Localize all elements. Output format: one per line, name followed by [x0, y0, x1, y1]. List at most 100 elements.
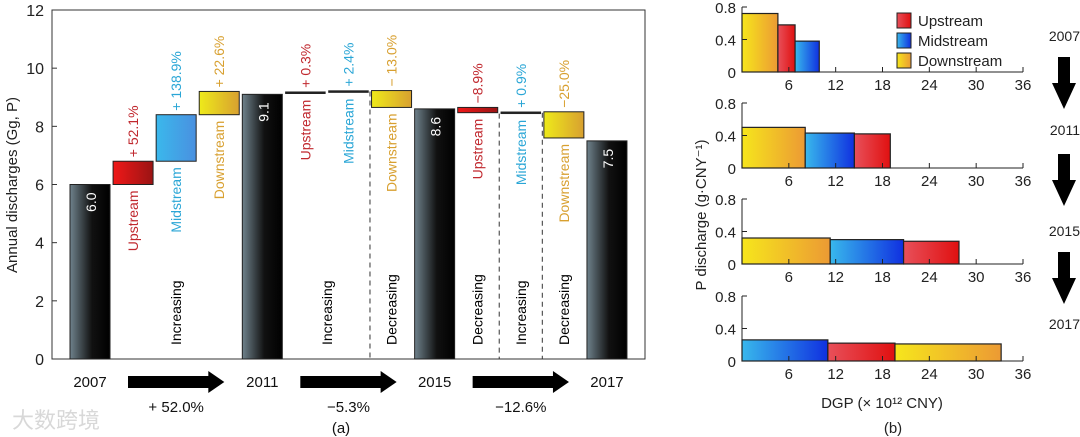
- year-label: 2007: [1049, 28, 1080, 44]
- y-tick-label: 0.8: [715, 192, 736, 209]
- change-bar-upstream: [457, 106, 499, 114]
- legend-swatch-midstream: [896, 32, 912, 49]
- x-tick-label: 6: [785, 77, 793, 94]
- panel-label-a: (a): [332, 420, 350, 437]
- legend-label: Upstream: [918, 13, 983, 30]
- panel-b: 0 0.4 0.8 6 12 18 24 30 36 2007 0 0.4 0.8 6 12 18 24 30 36…: [693, 0, 1080, 437]
- change-pct-label: + 0.9%: [513, 64, 529, 108]
- x-tick-label: 24: [921, 77, 938, 94]
- change-bar-midstream: [155, 114, 197, 162]
- x-tick-label: 36: [1015, 269, 1032, 286]
- total-value-label: 6.0: [83, 192, 99, 212]
- y-tick-label: 0.4: [715, 33, 736, 50]
- panel-a: 0 2 4 6 8 10 12 Annual discharges (Gg, P) 6.0 200…: [4, 3, 646, 437]
- watermark: 大数跨境: [12, 408, 100, 433]
- period-arrow: [472, 371, 569, 393]
- y-tick-label: 0.4: [715, 225, 736, 242]
- legend-label: Midstream: [918, 33, 988, 50]
- down-arrow-icon: [1052, 252, 1076, 304]
- total-value-label: 7.5: [600, 149, 616, 169]
- trend-label: Increasing: [319, 280, 335, 345]
- bar-upstream: [853, 133, 891, 169]
- year-label: 2017: [1049, 316, 1080, 332]
- y-tick-label: 0.4: [715, 129, 736, 146]
- bar-downstream: [741, 126, 806, 169]
- trend-label: Decreasing: [384, 274, 400, 345]
- region-label: Upstream: [125, 191, 141, 252]
- total-bar-2011: [241, 93, 283, 360]
- change-pct-label: + 22.6%: [211, 36, 227, 88]
- x-tick-label: 12: [827, 173, 844, 190]
- x-tick-label: 12: [827, 77, 844, 94]
- change-pct-label: + 2.4%: [340, 43, 356, 87]
- x-tick-label: 18: [874, 366, 891, 383]
- x-tick-label: 18: [874, 77, 891, 94]
- x-tick-label: 36: [1015, 77, 1032, 94]
- change-pct-label: −8.9%: [470, 63, 486, 103]
- subplot-2007: 0 0.4 0.8 6 12 18 24 30 36: [715, 0, 1031, 94]
- region-label: Upstream: [297, 100, 313, 161]
- trend-label: Increasing: [513, 280, 529, 345]
- x-tick-label: 12: [827, 269, 844, 286]
- period-change-pct: −12.6%: [495, 399, 546, 416]
- trend-label: Decreasing: [556, 274, 572, 345]
- bar-midstream: [829, 239, 905, 265]
- y-tick-label: 8: [35, 119, 44, 136]
- y-tick-label: 2: [35, 294, 44, 311]
- x-axis-label: DGP (× 10¹² CNY): [821, 395, 943, 412]
- subplot-2015: 0 0.4 0.8 6 12 18 24 30 36: [715, 192, 1031, 286]
- y-tick-label: 10: [26, 61, 44, 78]
- y-tick-label: 4: [35, 236, 44, 253]
- period-change-pct: −5.3%: [327, 399, 370, 416]
- change-bar-downstream: [543, 111, 585, 139]
- bar-midstream: [741, 339, 829, 362]
- legend-label: Downstream: [918, 53, 1002, 70]
- legend-swatch-downstream: [896, 52, 912, 69]
- y-axis-label: Annual discharges (Gg, P): [4, 97, 21, 273]
- x-tick-label: 30: [968, 173, 985, 190]
- down-arrow-icon: [1052, 154, 1076, 206]
- subplot-2017: 0 0.4 0.8 6 12 18 24 30 36: [715, 289, 1031, 383]
- year-label: 2015: [1049, 223, 1080, 239]
- region-label: Upstream: [470, 119, 486, 180]
- year-label: 2011: [1050, 122, 1080, 138]
- region-label: Midstream: [340, 99, 356, 164]
- change-bar-midstream: [328, 90, 369, 93]
- legend: Upstream Midstream Downstream: [896, 12, 1002, 70]
- year-label: 2011: [246, 374, 278, 391]
- x-tick-label: 18: [874, 173, 891, 190]
- year-label: 2015: [418, 374, 451, 391]
- down-arrow-icon: [1052, 57, 1076, 109]
- period-arrow: [300, 371, 397, 393]
- region-label: Midstream: [513, 120, 529, 185]
- change-pct-label: + 138.9%: [168, 51, 184, 111]
- x-tick-label: 36: [1015, 366, 1032, 383]
- change-pct-label: + 52.1%: [125, 105, 141, 157]
- y-tick-label: 0: [728, 65, 736, 82]
- x-tick-label: 12: [827, 366, 844, 383]
- total-bar-2007: [69, 184, 111, 360]
- subplot-2011: 0 0.4 0.8 6 12 18 24 30 36: [715, 96, 1031, 190]
- bar-downstream: [741, 237, 831, 265]
- x-tick-label: 18: [874, 269, 891, 286]
- change-bar-downstream: [198, 90, 240, 116]
- trend-label: Increasing: [168, 280, 184, 345]
- x-tick-label: 36: [1015, 173, 1032, 190]
- y-tick-label: 0: [728, 257, 736, 274]
- total-bar-2015: [414, 108, 456, 360]
- bar-downstream: [894, 343, 1002, 362]
- x-tick-label: 30: [968, 269, 985, 286]
- y-tick-label: 0.8: [715, 289, 736, 306]
- y-tick-label: 6: [35, 178, 44, 195]
- y-tick-label: 12: [26, 3, 44, 20]
- y-tick-label: 0: [728, 161, 736, 178]
- bar-upstream: [777, 24, 796, 73]
- total-bar-2017: [586, 140, 628, 360]
- period-change-pct: + 52.0%: [148, 399, 203, 416]
- y-tick-label: 0.8: [715, 96, 736, 113]
- region-label: Downstream: [556, 144, 572, 223]
- x-tick-label: 6: [785, 269, 793, 286]
- total-value-label: 9.1: [255, 102, 271, 122]
- y-tick-label: 0: [35, 352, 44, 369]
- change-pct-label: + 0.3%: [297, 44, 313, 88]
